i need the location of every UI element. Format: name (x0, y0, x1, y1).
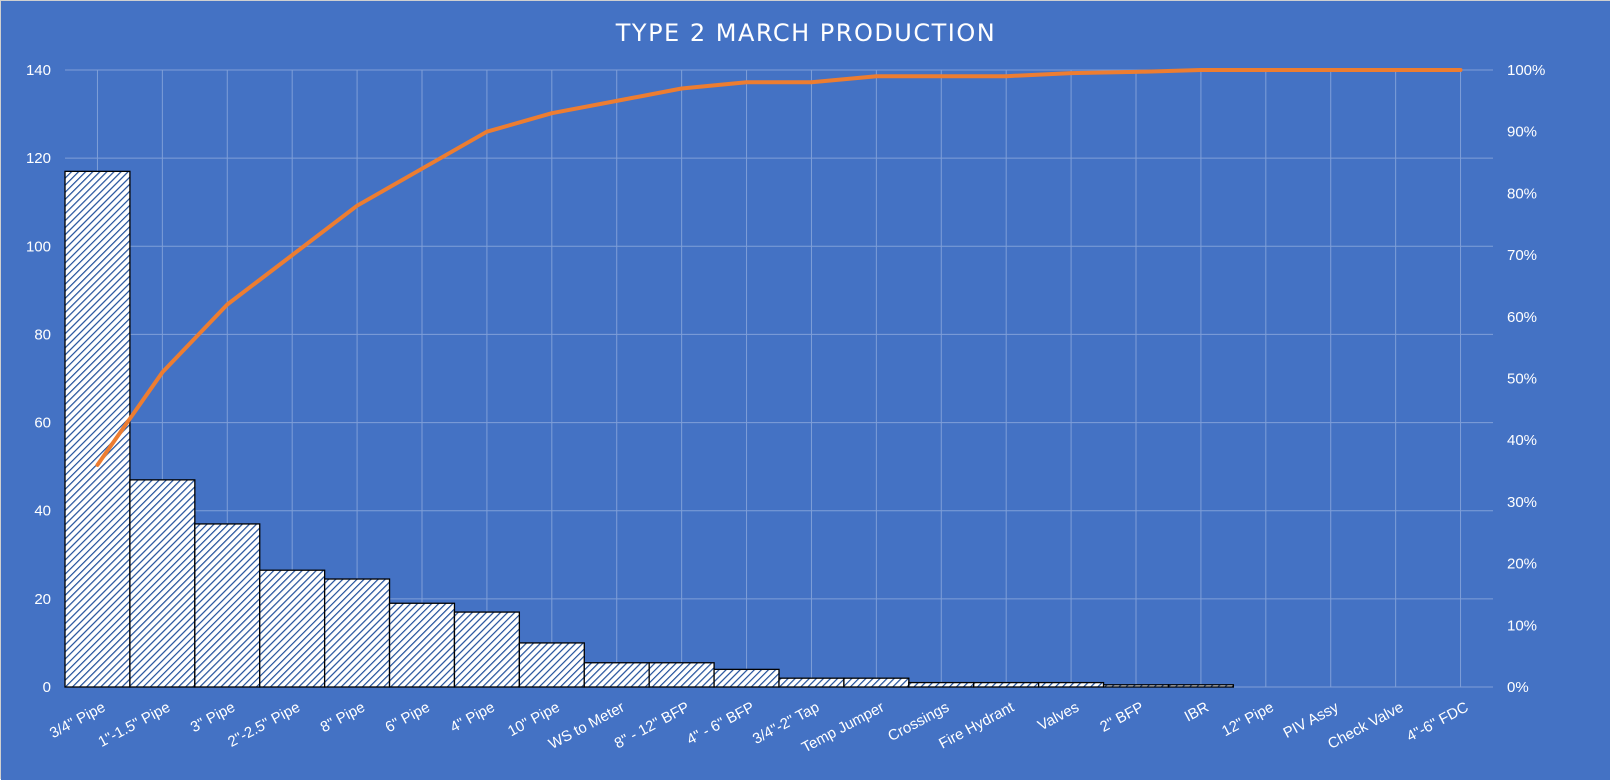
primary-y-axis: 0 20 40 60 80 100 120 140 (26, 62, 51, 696)
y-tick-label: 20 (34, 591, 51, 608)
bar (323, 578, 391, 688)
y2-tick-label: 50% (1507, 371, 1537, 388)
bar (908, 681, 975, 688)
y-tick-label: 100 (26, 238, 51, 255)
cumulative-percent-line (95, 68, 1463, 467)
bar (1102, 684, 1170, 688)
bar (713, 668, 780, 688)
bar (648, 662, 715, 688)
bar (259, 569, 326, 688)
bar-series (64, 170, 1235, 688)
y-tick-label: 40 (34, 503, 51, 520)
bar (64, 170, 131, 688)
bar (1167, 684, 1235, 688)
y2-tick-label: 90% (1507, 124, 1537, 141)
y2-tick-label: 40% (1507, 432, 1537, 449)
bar (518, 642, 585, 688)
y2-tick-label: 20% (1507, 556, 1537, 573)
y-tick-label: 60 (34, 415, 51, 432)
y-tick-label: 0 (43, 679, 51, 696)
y2-tick-label: 10% (1507, 617, 1537, 634)
chart-title: TYPE 2 MARCH PRODUCTION (615, 19, 996, 47)
y2-tick-label: 80% (1507, 185, 1537, 202)
bar (973, 681, 1040, 688)
bar (194, 523, 261, 688)
y-tick-label: 80 (34, 326, 51, 343)
y2-tick-label: 30% (1507, 494, 1537, 511)
bar (388, 602, 456, 688)
y2-tick-label: 70% (1507, 247, 1537, 264)
cumulative-line-series (95, 68, 1463, 467)
bar (453, 611, 521, 688)
bar (129, 479, 196, 688)
bar (843, 677, 910, 688)
y2-tick-label: 60% (1507, 309, 1537, 326)
bar (1037, 681, 1105, 688)
bar (778, 677, 845, 688)
y-tick-label: 120 (26, 150, 51, 167)
y2-tick-label: 0% (1507, 679, 1529, 696)
y2-tick-label: 100% (1507, 62, 1545, 79)
y-tick-label: 140 (26, 62, 51, 79)
bar (583, 662, 650, 688)
secondary-y-axis: 0% 10% 20% 30% 40% 50% 60% 70% 80% 90% 100% (1507, 62, 1545, 696)
